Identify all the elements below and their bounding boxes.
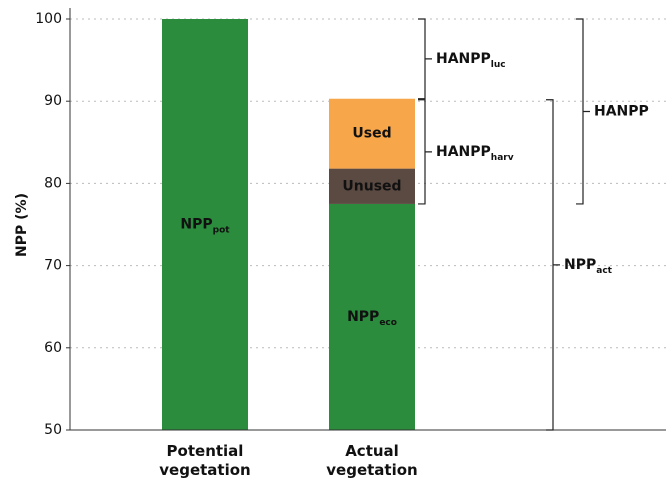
bar-segment [329, 203, 415, 430]
bar-segment [329, 168, 415, 204]
bracket-label-main: HANPP [436, 144, 491, 160]
bar-segment [162, 19, 248, 430]
x-tick-label: Potential vegetation [159, 442, 251, 479]
segment-label: Unused [342, 178, 401, 194]
x-tick-label: Actual vegetation [326, 442, 418, 479]
bracket [418, 18, 432, 100]
bracket-label-sub: act [596, 265, 612, 275]
bracket [418, 99, 432, 205]
y-tick-label: 90 [44, 93, 62, 109]
segment-label: Used [352, 126, 391, 142]
y-tick-label: 50 [44, 422, 62, 438]
bar-segment [329, 98, 415, 169]
bracket-label-sub: harv [491, 152, 514, 162]
bracket [546, 99, 560, 431]
bracket-label-main: HANPP [594, 103, 649, 119]
bracket-label: HANPPharv [436, 144, 514, 163]
y-tick-label: 60 [44, 340, 62, 356]
segment-label-main: Used [352, 126, 391, 142]
segment-label: NPPeco [347, 309, 397, 328]
bracket-label-main: NPP [564, 257, 596, 273]
bracket [576, 18, 590, 205]
segment-label-main: Unused [342, 178, 401, 194]
y-axis-label: NPP (%) [14, 193, 30, 257]
y-tick-label: 80 [44, 175, 62, 191]
bracket-label-main: HANPP [436, 51, 491, 67]
bracket-label-sub: luc [491, 59, 506, 69]
bracket-label: NPPact [564, 257, 613, 276]
segment-label-sub: pot [213, 225, 231, 235]
segment-label-main: NPP [180, 217, 212, 233]
segment-label-sub: eco [379, 317, 397, 327]
segment-label: NPPpot [180, 217, 230, 236]
y-tick-label: 100 [35, 11, 62, 27]
bracket-label: HANPP [594, 103, 649, 119]
bracket-label: HANPPluc [436, 51, 506, 70]
segment-label-main: NPP [347, 309, 379, 325]
y-tick-label: 70 [44, 258, 62, 274]
